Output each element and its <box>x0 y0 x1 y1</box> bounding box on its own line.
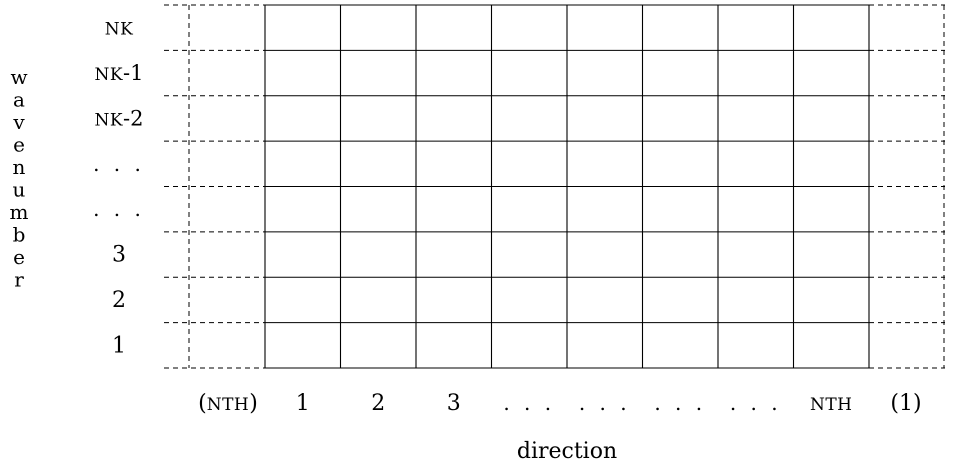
row-label: 3 <box>112 243 126 268</box>
row-label: NK <box>105 20 134 40</box>
column-label: . . . <box>730 391 782 415</box>
x-axis-label: direction <box>517 439 617 464</box>
row-label: . . . <box>93 152 145 176</box>
column-label: . . . <box>654 391 706 415</box>
column-label: . . . <box>503 391 555 415</box>
column-label: 2 <box>371 391 385 416</box>
row-label: 1 <box>112 333 126 358</box>
row-label: NK-1 <box>94 61 143 85</box>
column-label: NTH <box>810 395 853 415</box>
right-ghost-column-label: (1) <box>890 391 921 416</box>
ghost-boundary-lines <box>164 4 945 369</box>
row-label: . . . <box>93 197 145 221</box>
left-ghost-column-label: (NTH) <box>198 391 258 416</box>
column-label: 3 <box>447 391 461 416</box>
row-label: NK-2 <box>94 106 143 130</box>
column-labels: 1 2 3 . . . . . . . . . . . . NTH <box>296 391 853 416</box>
row-label: 2 <box>112 288 126 313</box>
solid-grid <box>264 4 870 369</box>
column-label: 1 <box>296 391 310 416</box>
column-label: . . . <box>579 391 631 415</box>
row-labels: NK NK-1 NK-2 . . . . . . 3 2 1 <box>93 20 145 359</box>
